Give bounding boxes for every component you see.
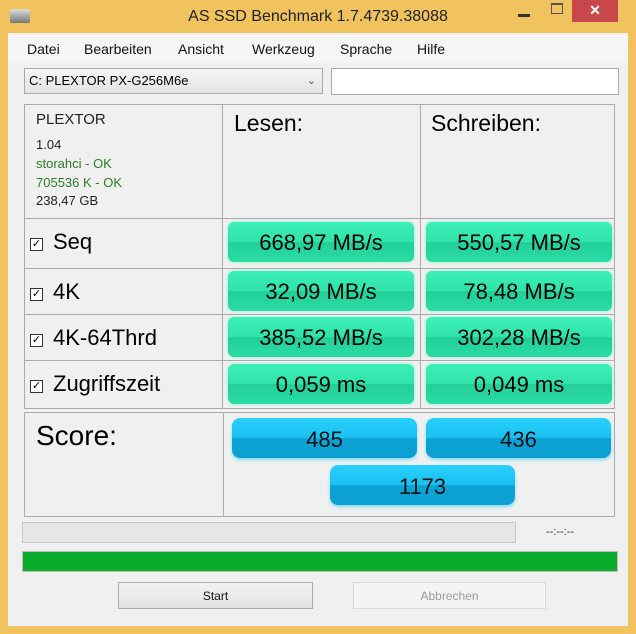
menu-hilfe[interactable]: Hilfe (417, 41, 446, 57)
4k64-write-value: 302,28 MB/s (426, 317, 612, 357)
4k-read-value: 32,09 MB/s (228, 271, 414, 311)
menu-bar (8, 35, 628, 63)
4k-write-value: 78,48 MB/s (426, 271, 612, 311)
access-read-value: 0,059 ms (228, 364, 414, 404)
alignment-status: 705536 K - OK (36, 175, 122, 190)
drive-firmware: 1.04 (36, 137, 62, 152)
menu-sprache[interactable]: Sprache (340, 41, 393, 57)
write-header: Schreiben: (431, 110, 541, 136)
menu-datei[interactable]: Datei (27, 41, 60, 57)
score-read: 485 (232, 418, 417, 458)
test-seq[interactable]: ✓ Seq (30, 229, 92, 255)
text-input[interactable] (331, 68, 619, 95)
test-label: Seq (53, 229, 93, 254)
score-label: Score: (36, 420, 117, 451)
checkbox-access-time[interactable]: ✓ (30, 380, 43, 393)
4k64-read-value: 385,52 MB/s (228, 317, 414, 357)
seq-read-value: 668,97 MB/s (228, 222, 414, 262)
score-write: 436 (426, 418, 611, 458)
access-write-value: 0,049 ms (426, 364, 612, 404)
drive-size: 238,47 GB (36, 193, 99, 208)
checkbox-4k-64thrd[interactable]: ✓ (30, 334, 43, 347)
row-cell (24, 360, 223, 409)
menu-bearbeiten[interactable]: Bearbeiten (84, 41, 152, 57)
read-header-cell (222, 104, 421, 219)
window-title: AS SSD Benchmark 1.7.4739.38088 (188, 8, 448, 25)
maximize-button[interactable] (551, 3, 563, 14)
minimize-button[interactable] (518, 14, 530, 17)
checkbox-4k[interactable]: ✓ (30, 288, 43, 301)
cancel-button[interactable]: Abbrechen (353, 582, 546, 609)
drive-model: PLEXTOR (36, 111, 106, 128)
test-label: 4K (53, 279, 80, 304)
drive-select-value: C: PLEXTOR PX-G256M6e (29, 73, 189, 88)
menu-ansicht[interactable]: Ansicht (178, 41, 224, 57)
test-4k-64thrd[interactable]: ✓ 4K-64Thrd (30, 325, 157, 351)
app-icon (10, 9, 30, 23)
test-4k[interactable]: ✓ 4K (30, 279, 80, 305)
overall-progress-bar (22, 551, 618, 572)
driver-status: storahci - OK (36, 156, 112, 171)
test-access-time[interactable]: ✓ Zugriffszeit (30, 371, 160, 397)
test-label: 4K-64Thrd (53, 325, 157, 350)
score-label-cell (24, 412, 224, 517)
test-label: Zugriffszeit (53, 371, 161, 396)
elapsed-time: --:--:-- (546, 526, 575, 538)
chevron-down-icon: ⌄ (306, 75, 316, 87)
read-header: Lesen: (234, 110, 304, 136)
test-progress-bar (22, 522, 516, 543)
menu-werkzeug[interactable]: Werkzeug (252, 41, 315, 57)
close-button[interactable]: ✕ (572, 0, 618, 22)
overall-progress-fill (23, 552, 617, 571)
start-button[interactable]: Start (118, 582, 313, 609)
checkbox-seq[interactable]: ✓ (30, 238, 43, 251)
drive-select[interactable]: C: PLEXTOR PX-G256M6e ⌄ (24, 68, 323, 94)
seq-write-value: 550,57 MB/s (426, 222, 612, 262)
score-total: 1173 (330, 465, 515, 505)
row-cell (24, 268, 223, 315)
